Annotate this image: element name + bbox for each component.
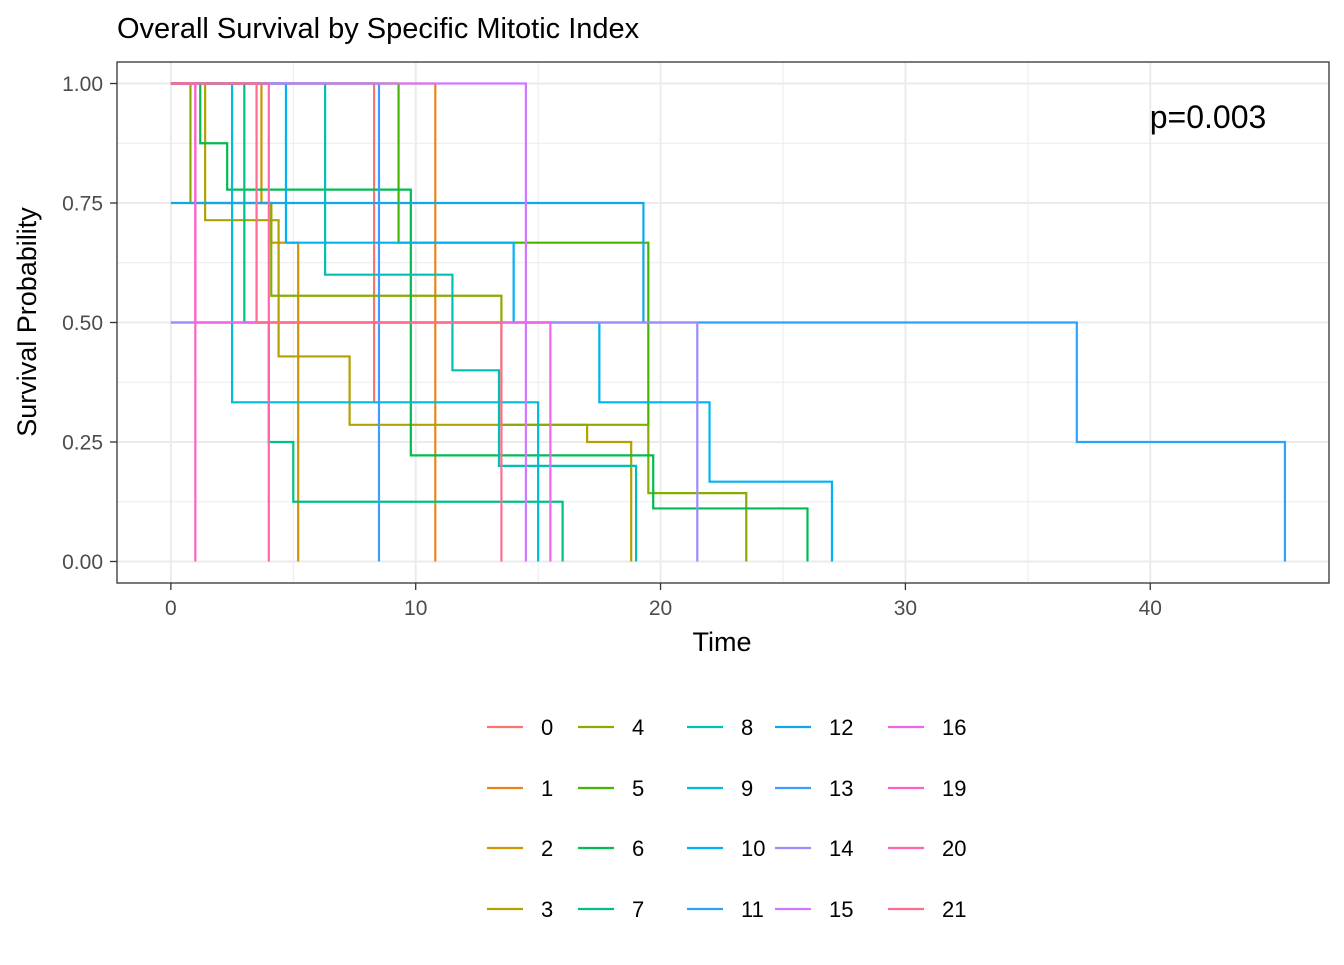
legend-label: 2 (541, 836, 553, 861)
y-tick-label: 0.75 (62, 193, 103, 216)
legend-item-21: 21 (888, 897, 966, 922)
legend-item-15: 15 (775, 897, 853, 922)
legend-item-6: 6 (578, 836, 644, 861)
y-tick-label: 0.00 (62, 551, 103, 574)
legend-item-20: 20 (888, 836, 966, 861)
x-tick-label: 0 (165, 597, 177, 620)
legend-label: 16 (942, 715, 966, 740)
series-layer (170, 82, 1287, 562)
legend-item-7: 7 (578, 897, 644, 922)
legend-label: 14 (829, 836, 853, 861)
legend-item-13: 13 (775, 776, 853, 801)
series-line-11 (170, 321, 1287, 562)
legend-item-1: 1 (487, 776, 553, 801)
legend-item-3: 3 (487, 897, 553, 922)
legend-label: 1 (541, 776, 553, 801)
legend-label: 21 (942, 897, 966, 922)
series-line-21 (170, 82, 503, 562)
legend-label: 11 (741, 897, 764, 922)
legend-item-16: 16 (888, 715, 966, 740)
y-tick-label: 1.00 (62, 73, 103, 96)
y-tick-label: 0.25 (62, 431, 103, 454)
series-line-8 (170, 82, 638, 562)
legend-item-2: 2 (487, 836, 553, 861)
legend-label: 19 (942, 776, 966, 801)
legend-item-14: 14 (775, 836, 853, 861)
legend-item-10: 10 (687, 836, 765, 861)
x-tick-label: 40 (1139, 597, 1162, 620)
legend-item-4: 4 (578, 715, 644, 740)
legend-label: 4 (632, 715, 644, 740)
x-axis: 0 10 20 30 40 (165, 583, 1162, 620)
legend-label: 20 (942, 836, 966, 861)
legend-label: 9 (741, 776, 753, 801)
series-line-6 (170, 82, 809, 562)
legend-item-0: 0 (487, 715, 553, 740)
legend-item-12: 12 (775, 715, 853, 740)
legend-item-9: 9 (687, 776, 753, 801)
series-line-15 (170, 82, 527, 562)
series-line-4 (170, 82, 748, 562)
y-axis-label: Survival Probability (12, 207, 42, 437)
chart-title: Overall Survival by Specific Mitotic Ind… (117, 13, 640, 45)
series-line-5 (170, 82, 650, 425)
grid-major (117, 62, 1329, 583)
legend-label: 7 (632, 897, 644, 922)
legend-label: 15 (829, 897, 853, 922)
p-value-annotation: p=0.003 (1150, 99, 1267, 135)
legend-label: 6 (632, 836, 644, 861)
legend-label: 0 (541, 715, 553, 740)
legend-label: 5 (632, 776, 644, 801)
legend-item-19: 19 (888, 776, 966, 801)
y-tick-label: 0.50 (62, 312, 103, 335)
legend-label: 13 (829, 776, 853, 801)
series-line-12 (170, 201, 645, 323)
legend-label: 8 (741, 715, 753, 740)
x-axis-label: Time (693, 627, 752, 657)
series-line-3 (170, 82, 633, 562)
legend-label: 10 (741, 836, 765, 861)
legend-item-5: 5 (578, 776, 644, 801)
legend-item-8: 8 (687, 715, 753, 740)
legend-label: 12 (829, 715, 853, 740)
x-tick-label: 30 (894, 597, 917, 620)
legend-label: 3 (541, 897, 553, 922)
y-axis: 0.00 0.25 0.50 0.75 1.00 (62, 73, 117, 574)
x-tick-label: 20 (649, 597, 672, 620)
x-tick-label: 10 (404, 597, 427, 620)
legend-item-11: 11 (687, 897, 764, 922)
